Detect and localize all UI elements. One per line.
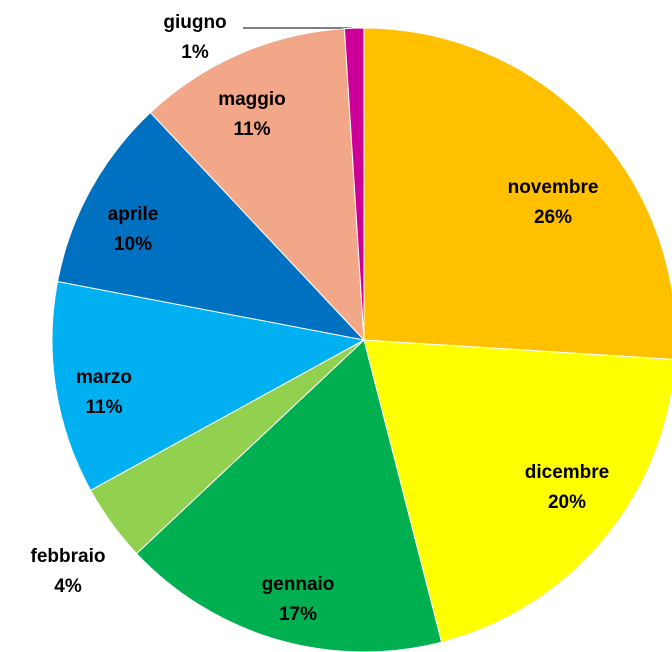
pie-slice xyxy=(363,339,672,643)
slice-label: novembre xyxy=(508,177,599,198)
slice-label: aprile xyxy=(108,204,159,225)
pie-slice xyxy=(135,339,443,652)
pie-slice xyxy=(149,28,365,342)
slice-value-label: 17% xyxy=(279,604,317,625)
pie-slice xyxy=(343,27,365,341)
pie-slice xyxy=(51,280,366,491)
slice-value-label: 26% xyxy=(534,207,572,228)
slice-value-label: 10% xyxy=(114,234,152,255)
slice-value-label: 1% xyxy=(181,42,209,63)
slice-value-label: 4% xyxy=(54,576,82,597)
slice-label: gennaio xyxy=(262,574,335,595)
slice-label: maggio xyxy=(218,89,286,110)
slice-label: dicembre xyxy=(525,462,609,483)
slice-value-label: 20% xyxy=(548,492,586,513)
slice-label: giugno xyxy=(163,12,226,33)
slice-label: marzo xyxy=(76,367,132,388)
pie-slice xyxy=(363,27,672,360)
slice-value-label: 11% xyxy=(86,397,123,418)
slice-label: febbraio xyxy=(31,546,106,567)
slice-value-label: 11% xyxy=(234,119,271,140)
pie-slice xyxy=(56,111,366,341)
